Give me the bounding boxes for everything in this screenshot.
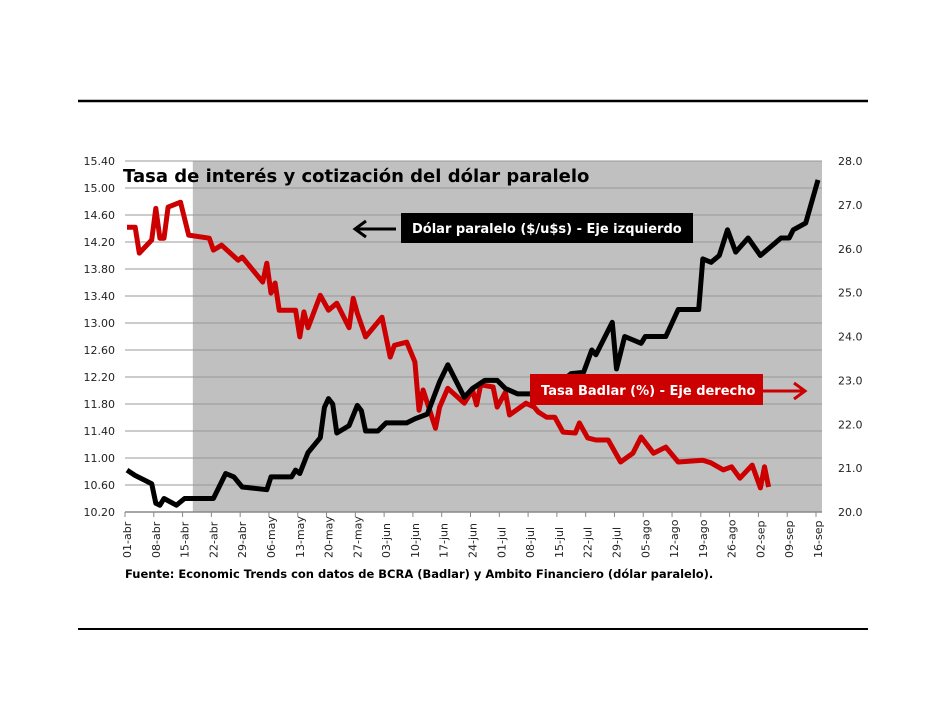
- legend-badlar-box: [530, 374, 763, 405]
- left-axis-ticks: 10.20 10.60 11.00 11.40 11.80 12.20 12.60 13.00…: [84, 155, 116, 519]
- chart-title: Tasa de interés y cotización del dólar p…: [123, 166, 589, 187]
- left-tick-label: 13.00: [84, 317, 116, 330]
- x-tick-label: 22-abr: [207, 521, 220, 558]
- x-tick-label: 01-abr: [121, 521, 134, 558]
- left-tick-label: 14.20: [84, 236, 116, 249]
- right-tick-label: 22.0: [838, 418, 863, 431]
- source-note: Fuente: Economic Trends con datos de BCR…: [125, 567, 713, 581]
- x-tick-label: 24-jun: [467, 523, 480, 558]
- right-tick-label: 27.0: [838, 199, 863, 212]
- x-tick-label: 22-jul: [582, 527, 595, 558]
- left-tick-label: 11.80: [84, 398, 116, 411]
- x-tick-label: 06-may: [265, 516, 278, 558]
- x-tick-label: 29-jul: [610, 527, 623, 558]
- arrow-right-head: [793, 381, 808, 401]
- legend-badlar-label: Tasa Badlar (%) - Eje derecho: [541, 384, 755, 399]
- x-tick-label: 26-ago: [726, 519, 739, 558]
- x-tick-label: 08-jul: [524, 527, 537, 558]
- x-tick-label: 20-may: [323, 516, 336, 558]
- left-tick-label: 12.60: [84, 344, 116, 357]
- left-tick-label: 11.40: [84, 425, 116, 438]
- right-axis-ticks: 20.0 21.0 22.0 23.0 24.0 25.0 26.0 27.0 28.0: [838, 155, 863, 519]
- left-tick-label: 14.60: [84, 209, 116, 222]
- x-tick-label: 01-jul: [495, 527, 508, 558]
- x-tick-label: 10-jun: [409, 523, 422, 558]
- x-tick-label: 16-sep: [812, 521, 825, 558]
- right-tick-label: 26.0: [838, 243, 863, 256]
- arrow-left-head: [352, 219, 367, 239]
- x-tick-label: 29-abr: [236, 521, 249, 558]
- x-tick-label: 17-jun: [438, 523, 451, 558]
- left-tick-label: 13.80: [84, 263, 116, 276]
- x-tick-label: 13-may: [294, 516, 307, 558]
- left-tick-label: 13.40: [84, 290, 116, 303]
- right-tick-label: 28.0: [838, 155, 863, 168]
- left-tick-label: 12.20: [84, 371, 116, 384]
- left-tick-label: 15.00: [84, 182, 116, 195]
- x-tick-label: 08-abr: [150, 521, 163, 558]
- x-tick-label: 27-may: [351, 516, 364, 558]
- x-tick-label: 03-jun: [380, 523, 393, 558]
- x-tick-label: 15-abr: [179, 521, 192, 558]
- right-tick-label: 21.0: [838, 462, 863, 475]
- left-tick-label: 10.20: [84, 506, 116, 519]
- x-tick-label: 19-ago: [697, 519, 710, 558]
- series-lines: [125, 179, 821, 508]
- x-tick-label: 12-ago: [668, 519, 681, 558]
- right-tick-label: 25.0: [838, 287, 863, 300]
- x-tick-label: 15-jul: [553, 527, 566, 558]
- legend-dolar: Dólar paralelo ($/u$s) - Eje izquierdo: [352, 213, 693, 243]
- legend-badlar: Tasa Badlar (%) - Eje derecho: [530, 374, 808, 405]
- left-tick-label: 11.00: [84, 452, 116, 465]
- left-tick-label: 15.40: [84, 155, 116, 168]
- x-tick-label: 05-ago: [639, 519, 652, 558]
- right-tick-label: 24.0: [838, 331, 863, 344]
- x-tick-label: 09-sep: [783, 521, 796, 558]
- right-tick-label: 20.0: [838, 506, 863, 519]
- right-tick-label: 23.0: [838, 374, 863, 387]
- x-axis-ticks: 01-abr 08-abr 15-abr 22-abr 29-abr 06-may 13-m…: [121, 512, 825, 558]
- legend-dolar-box: [401, 213, 693, 243]
- left-tick-label: 10.60: [84, 479, 116, 492]
- x-tick-label: 02-sep: [754, 521, 767, 558]
- legend-dolar-label: Dólar paralelo ($/u$s) - Eje izquierdo: [412, 222, 682, 237]
